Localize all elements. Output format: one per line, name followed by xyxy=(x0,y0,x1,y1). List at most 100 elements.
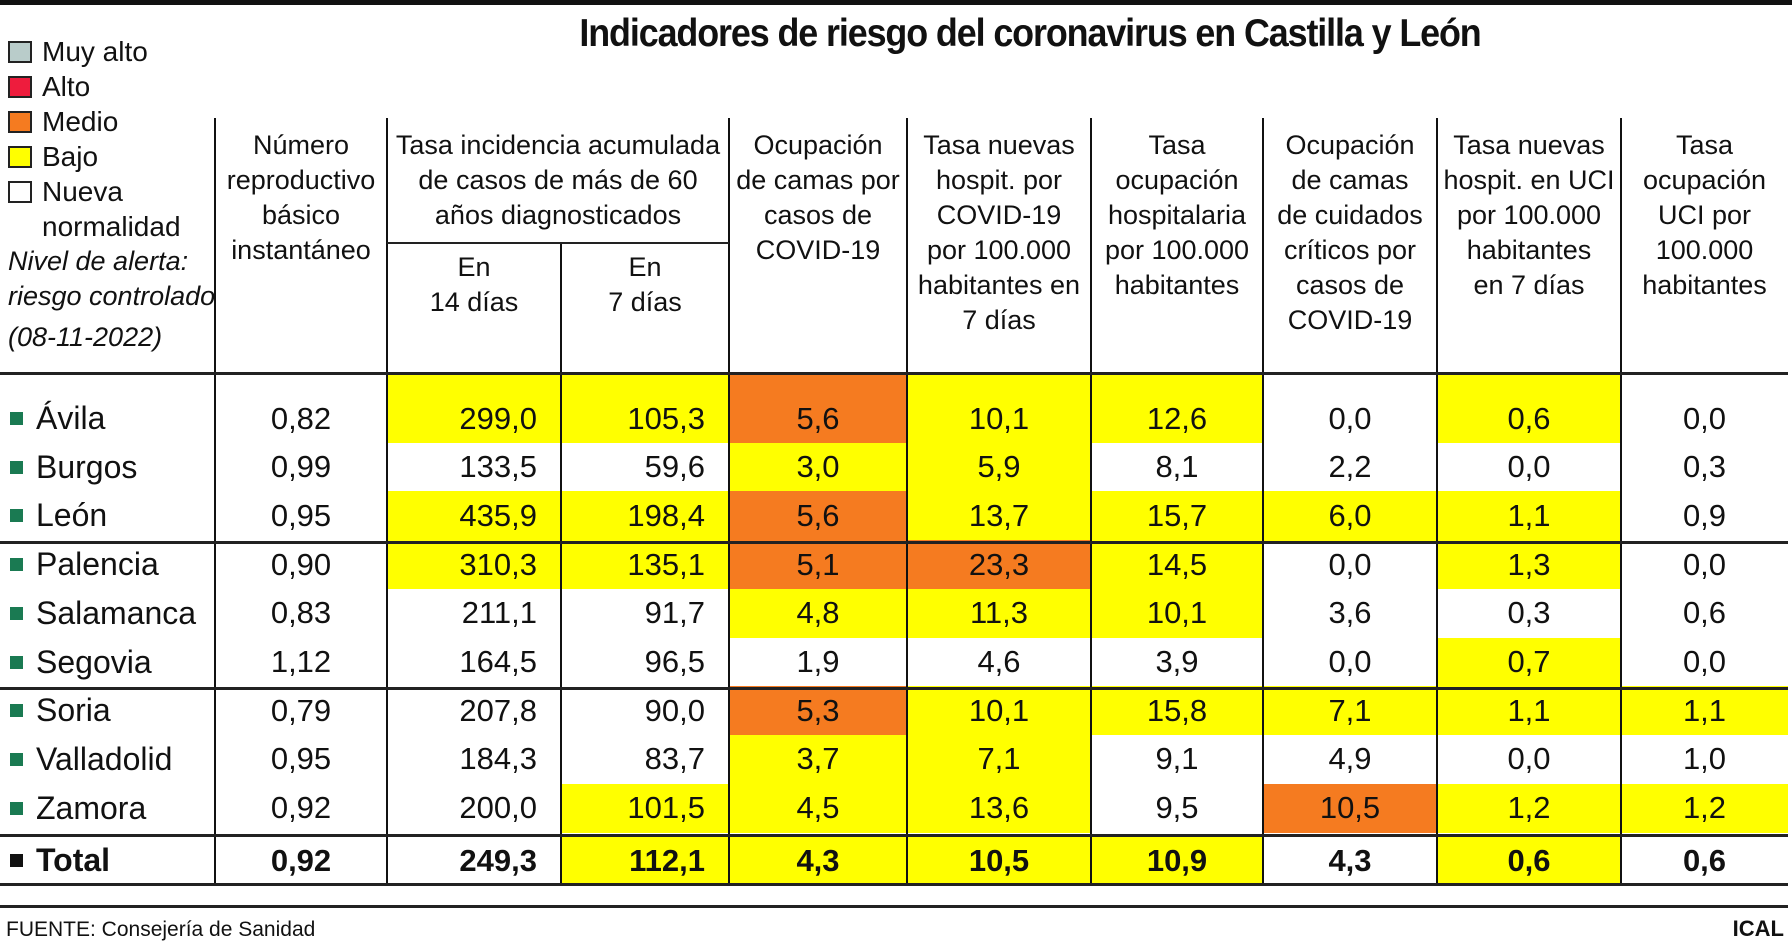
subcolumn-header-line: 14 días xyxy=(429,287,519,317)
cell-background xyxy=(1091,588,1263,638)
alert-level-label: Nivel de alerta: xyxy=(8,246,189,276)
column-divider xyxy=(1090,118,1092,884)
column-header-line: 7 días xyxy=(962,305,1036,335)
cell-background xyxy=(729,836,907,886)
cell-background xyxy=(1263,783,1437,833)
legend-swatch xyxy=(8,110,32,133)
table-cell: 0,0 xyxy=(1328,400,1372,436)
province-name: Valladolid xyxy=(10,735,172,784)
cell-background xyxy=(729,783,907,833)
table-cell: 13,6 xyxy=(968,790,1030,826)
column-header-line: por 100.000 xyxy=(926,235,1072,265)
cell-background xyxy=(561,783,729,833)
table-cell: 112,1 xyxy=(629,842,705,878)
table-cell: 200,0 xyxy=(459,790,537,826)
table-cell: 0,0 xyxy=(1507,449,1551,485)
table-cell: 10,9 xyxy=(1146,842,1208,878)
table-cell: 3,7 xyxy=(796,741,840,777)
table-bottom-rule xyxy=(0,883,1788,886)
column-header-line: Tasa nuevas xyxy=(923,130,1075,160)
row-label-text: Zamora xyxy=(36,789,147,826)
table-cell: 0,3 xyxy=(1507,595,1551,631)
row-label-text: Soria xyxy=(36,692,111,729)
column-header-line: de casos de más de 60 xyxy=(418,165,698,195)
table-cell: 96,5 xyxy=(644,644,705,679)
cell-background xyxy=(729,540,907,590)
bullet-icon xyxy=(10,655,23,669)
column-header-line: Tasa incidencia acumulada xyxy=(395,130,721,160)
table-cell: 0,95 xyxy=(270,741,332,777)
cell-background xyxy=(729,375,907,444)
row-label-text: Burgos xyxy=(36,448,138,485)
table-cell: 0,90 xyxy=(270,546,332,582)
column-header-line: de cuidados xyxy=(1277,200,1423,230)
table-cell: 4,6 xyxy=(977,644,1021,679)
table-cell: 0,99 xyxy=(270,449,332,485)
page-title: Indicadores de riesgo del coronavirus en… xyxy=(579,12,1481,55)
cell-background xyxy=(907,442,1091,492)
cell-background xyxy=(1091,375,1263,444)
table-cell: 184,3 xyxy=(459,741,537,777)
group-separator xyxy=(0,687,1788,690)
cell-background xyxy=(1437,375,1621,444)
table-cell: 83,7 xyxy=(644,741,705,777)
cell-background xyxy=(1437,637,1621,687)
table-cell: 3,9 xyxy=(1155,644,1199,679)
table-cell: 1,2 xyxy=(1507,790,1551,826)
column-header-line: Tasa xyxy=(1148,130,1206,160)
table-cell: 0,6 xyxy=(1682,842,1727,878)
cell-background xyxy=(1263,686,1437,736)
table-cell: 1,2 xyxy=(1682,790,1727,826)
row-label-text: Ávila xyxy=(36,400,106,436)
column-header-line: Ocupación xyxy=(753,130,883,160)
table-cell: 15,7 xyxy=(1146,497,1208,533)
column-header-line: COVID-19 xyxy=(936,200,1062,230)
column-divider xyxy=(560,243,562,884)
column-divider xyxy=(1262,118,1264,884)
cell-background xyxy=(907,491,1091,541)
table-cell: 12,6 xyxy=(1146,400,1208,436)
row-label-text: Palencia xyxy=(36,546,159,583)
table-cell: 23,3 xyxy=(968,546,1030,582)
cell-background xyxy=(1437,491,1621,541)
column-header: Tasa ocupación hospitalaria por 100.000 habi… xyxy=(1091,128,1263,303)
cell-background xyxy=(1091,540,1263,590)
table-cell: 299,0 xyxy=(459,400,537,436)
table-cell: 0,83 xyxy=(270,595,332,631)
table-cell: 0,0 xyxy=(1682,400,1727,436)
cell-background xyxy=(1437,540,1621,590)
table-cell: 164,5 xyxy=(459,644,537,679)
column-header-line: por 100.000 xyxy=(1456,200,1602,230)
column-header-line: reproductivo xyxy=(226,165,376,195)
table-cell: 3,0 xyxy=(796,449,840,485)
table-cell: 249,3 xyxy=(459,842,537,878)
table-cell: 1,1 xyxy=(1507,497,1551,533)
cell-background xyxy=(1621,686,1788,736)
table-cell: 5,6 xyxy=(796,400,840,436)
column-header: Tasa nuevas hospit. por COVID-19 por 100.00… xyxy=(907,128,1091,338)
cell-background xyxy=(729,442,907,492)
table-cell: 5,3 xyxy=(796,692,840,728)
table-cell: 0,6 xyxy=(1682,595,1727,631)
table-cell: 0,9 xyxy=(1682,497,1727,533)
legend: Muy alto Alto Medio Bajo Nueva normalida… xyxy=(8,34,215,353)
column-header-line: instantáneo xyxy=(231,235,371,265)
table-cell: 0,82 xyxy=(270,400,332,436)
table-cell: 0,92 xyxy=(270,842,332,878)
table-cell: 59,6 xyxy=(644,449,705,485)
table-cell: 5,1 xyxy=(796,546,840,582)
cell-background xyxy=(387,540,561,590)
cell-background xyxy=(1263,491,1437,541)
column-header-line: hospit. en UCI xyxy=(1443,165,1615,195)
bullet-icon xyxy=(10,558,23,572)
table-cell: 207,8 xyxy=(459,692,537,728)
table-cell: 4,8 xyxy=(796,595,840,631)
bullet-icon xyxy=(10,854,23,868)
table-cell: 90,0 xyxy=(644,692,705,728)
cell-background xyxy=(907,783,1091,833)
table-cell: 198,4 xyxy=(627,497,705,533)
province-name: Salamanca xyxy=(10,589,196,638)
province-name: Ávila xyxy=(10,394,105,443)
table-cell: 0,3 xyxy=(1682,449,1727,485)
